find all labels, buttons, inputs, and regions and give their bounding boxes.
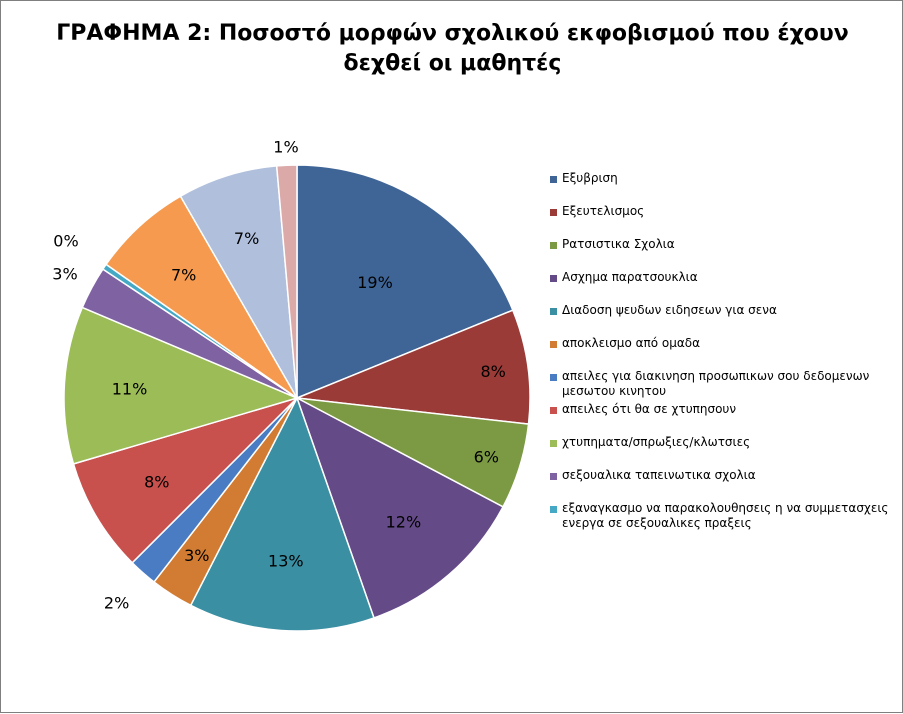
slice-label-13: 1% xyxy=(273,138,298,157)
slice-label-0: 19% xyxy=(357,273,393,292)
legend-swatch-4 xyxy=(550,308,557,315)
slice-label-10: 0% xyxy=(53,232,78,251)
pie-slice-4 xyxy=(189,396,375,632)
slice-label-8: 11% xyxy=(112,380,148,399)
legend-swatch-7 xyxy=(550,407,557,414)
slice-label-7: 8% xyxy=(144,472,169,491)
chart-title-line-2: δεχθεί οι μαθητές xyxy=(343,51,562,76)
legend-label-4: Διαδοση ψευδων ειδησεων για σενα xyxy=(562,303,777,317)
pie-slice-1 xyxy=(296,309,531,425)
slice-label-9: 3% xyxy=(52,265,77,284)
legend-label-6: απειλες για διακινηση προσωπικων σου δεδ… xyxy=(562,369,870,398)
pie-slice-7 xyxy=(72,397,298,564)
pie-slice-0 xyxy=(296,164,514,400)
legend-swatch-1 xyxy=(550,209,557,216)
pie-slice-3 xyxy=(295,396,505,619)
slice-label-11: 7% xyxy=(171,265,196,284)
legend-swatch-0 xyxy=(550,176,557,183)
slice-label-2: 6% xyxy=(474,447,499,466)
legend-swatch-5 xyxy=(550,341,557,348)
legend-swatch-3 xyxy=(550,275,557,282)
legend-label-7: απειλες ότι θα σε χτυπησουν xyxy=(562,402,737,416)
legend-swatch-10 xyxy=(550,506,557,513)
legend-swatch-6 xyxy=(550,374,557,381)
slice-label-4: 13% xyxy=(268,552,304,571)
chart-title-line-1: ΓΡΑΦΗΜΑ 2: Ποσοστό μορφών σχολικού εκφοβ… xyxy=(56,21,849,46)
legend-swatch-9 xyxy=(550,473,557,480)
pie-slice-13 xyxy=(275,164,298,399)
legend-swatch-2 xyxy=(550,242,557,249)
legend-label-8: χτυπηματα/σπρωξιες/κλωτσιες xyxy=(562,435,751,449)
legend-label-9: σεξουαλικα ταπεινωτικα σχολια xyxy=(562,468,756,482)
legend-label-2: Ρατσιστικα Σχολια xyxy=(562,237,675,251)
legend-label-1: Εξευτελισμος xyxy=(562,204,645,218)
slice-label-3: 12% xyxy=(386,513,422,532)
pie-slice-8 xyxy=(63,306,300,465)
slice-label-6: 2% xyxy=(104,593,129,612)
legend-label-0: Εξυβριση xyxy=(562,171,618,185)
slice-label-12: 7% xyxy=(234,229,259,248)
legend-label-10: εξαναγκασμο να παρακολουθησεις η να συμμ… xyxy=(562,501,889,530)
legend-label-5: αποκλεισμο από ομαδα xyxy=(562,336,701,350)
slice-label-1: 8% xyxy=(481,362,506,381)
chart-title: ΓΡΑΦΗΜΑ 2: Ποσοστό μορφών σχολικού εκφοβ… xyxy=(1,19,903,79)
legend-swatch-8 xyxy=(550,440,557,447)
slice-label-5: 3% xyxy=(184,546,209,565)
legend-label-3: Ασχημα παρατσουκλια xyxy=(562,270,698,284)
